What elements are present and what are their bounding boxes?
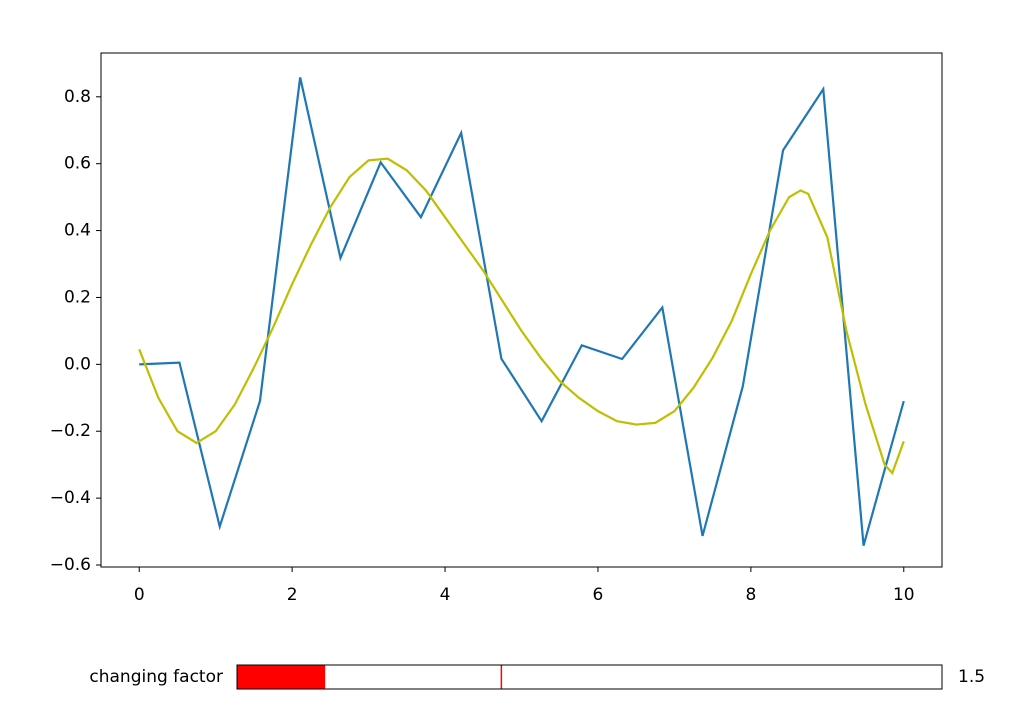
y-tick-label: 0.0 [64, 354, 91, 374]
x-tick-label: 8 [745, 585, 756, 605]
line-series [139, 77, 905, 546]
plot-frame [100, 52, 943, 568]
y-tick-label: 0.4 [64, 221, 91, 241]
y-tick-label: 0.6 [64, 154, 91, 174]
x-tick-label: 6 [593, 585, 604, 605]
y-tick-label: 0.2 [64, 287, 91, 307]
slider-track[interactable] [236, 664, 943, 690]
y-tick-label: 0.8 [64, 87, 91, 107]
x-tick-label: 4 [440, 585, 451, 605]
x-tick-label: 0 [134, 585, 145, 605]
y-tick-label: −0.2 [50, 421, 91, 441]
line-series [138, 157, 905, 476]
slider-value: 1.5 [958, 667, 985, 687]
x-tick-label: 10 [893, 585, 915, 605]
slider-fill[interactable] [237, 665, 326, 689]
y-tick-label: −0.4 [50, 488, 91, 508]
y-tick-label: −0.6 [50, 555, 91, 575]
slider-label: changing factor [89, 667, 223, 687]
x-tick-label: 2 [287, 585, 298, 605]
